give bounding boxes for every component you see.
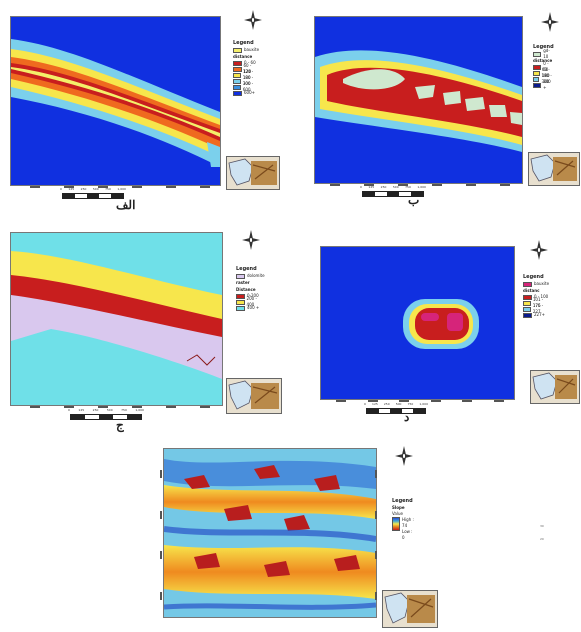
panel-caption-be: ب bbox=[408, 193, 420, 207]
scale-bar-dal bbox=[366, 408, 426, 414]
legend-alef: Legend bauxite distance 0 - 60 60 - 120 … bbox=[233, 40, 260, 96]
location-inset-map bbox=[528, 152, 580, 186]
panel-caption-jim: ج bbox=[116, 418, 124, 432]
map-frame-jim bbox=[10, 232, 223, 406]
x-ticks-jim bbox=[30, 406, 210, 408]
location-inset-map bbox=[226, 156, 280, 190]
map-frame-dal bbox=[320, 246, 515, 400]
legend-be: Legend gd-10 distance 0 - 60 60 - 180 18… bbox=[533, 44, 554, 90]
legend-dal: Legend bauxite distanc 0 - 100 101 - 175… bbox=[523, 274, 550, 318]
location-inset-map bbox=[382, 590, 438, 628]
side-mark: 30 bbox=[540, 524, 544, 528]
legend-jim: Legend dolomite raster Distance 0-200 20… bbox=[236, 266, 265, 311]
x-ticks-dal bbox=[336, 400, 504, 402]
north-arrow-icon bbox=[244, 10, 262, 30]
north-arrow-icon bbox=[530, 240, 548, 260]
scale-bar-labels-alef: 0 125 250 500 750 1,000 bbox=[60, 187, 126, 191]
scale-bar-labels-be: 0 125 250 500 750 1,000 bbox=[360, 185, 426, 189]
location-inset-map bbox=[530, 370, 580, 404]
north-arrow-icon bbox=[395, 446, 413, 466]
north-arrow-icon bbox=[541, 12, 559, 32]
scale-bar-be bbox=[362, 191, 424, 197]
location-inset-map bbox=[226, 378, 282, 414]
x-ticks-alef bbox=[30, 186, 210, 188]
map-frame-slope bbox=[163, 448, 377, 618]
panel-caption-alef: الف bbox=[116, 198, 136, 212]
legend-slope: Legend Slope Value High : 74 Low : 0 bbox=[392, 498, 414, 540]
y-ticks-slope bbox=[160, 470, 162, 600]
scale-bar-labels-jim: 0 125 250 500 750 1,000 bbox=[68, 408, 144, 412]
panel-caption-dal: د bbox=[404, 410, 410, 424]
x-ticks-be bbox=[330, 184, 510, 186]
y-ticks-slope-right bbox=[375, 470, 377, 600]
scale-bar-alef bbox=[62, 193, 124, 199]
scale-bar-jim bbox=[70, 414, 142, 420]
side-mark: 20 bbox=[540, 537, 544, 541]
map-frame-be bbox=[314, 16, 523, 184]
scale-bar-labels-dal: 0 125 250 500 750 1,000 bbox=[364, 402, 428, 406]
north-arrow-icon bbox=[242, 230, 260, 250]
map-frame-alef bbox=[10, 16, 221, 186]
